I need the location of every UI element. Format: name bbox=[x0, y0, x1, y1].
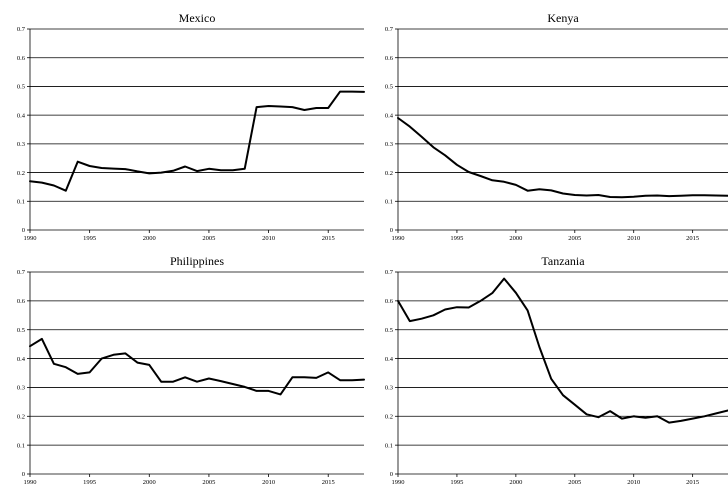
x-tick-label: 1990 bbox=[24, 479, 37, 486]
series-line-kenya bbox=[397, 117, 728, 199]
x-tick-label: 2010 bbox=[262, 235, 275, 242]
y-tick-label: 0.3 bbox=[17, 141, 25, 148]
panel-title: Philippines bbox=[170, 254, 224, 268]
x-tick-label: 2010 bbox=[262, 479, 275, 486]
y-tick-label: 0.2 bbox=[385, 413, 393, 420]
x-tick-label: 2000 bbox=[509, 235, 522, 242]
x-tick-label: 1990 bbox=[392, 479, 405, 486]
x-tick-label: 2015 bbox=[322, 235, 335, 242]
series-line-mexico bbox=[29, 90, 365, 192]
y-tick-label: 0.4 bbox=[17, 112, 26, 119]
x-tick-label: 1995 bbox=[450, 479, 463, 486]
y-tick-label: 0.5 bbox=[17, 327, 25, 334]
series-line-philippines bbox=[29, 337, 365, 396]
x-tick-label: 2005 bbox=[202, 479, 215, 486]
y-tick-label: 0.5 bbox=[17, 84, 25, 91]
y-tick-label: 0.1 bbox=[17, 198, 25, 205]
y-tick-label: 0.3 bbox=[385, 385, 393, 392]
y-tick-label: 0.6 bbox=[385, 298, 394, 305]
y-tick-label: 0 bbox=[22, 227, 25, 234]
y-tick-label: 0.7 bbox=[17, 26, 26, 33]
panel-philippines: Philippines 0 0.1 0.2 0.3 0.4 0.5 0.6 0.7 1990 199… bbox=[17, 254, 365, 486]
y-tick-label: 0.3 bbox=[385, 141, 393, 148]
y-tick-label: 0.4 bbox=[385, 112, 394, 119]
y-tick-label: 0.5 bbox=[385, 327, 393, 334]
x-tick-label: 2000 bbox=[143, 479, 156, 486]
x-tick-label: 2010 bbox=[627, 235, 640, 242]
y-tick-label: 0.1 bbox=[17, 442, 25, 449]
y-tick-label: 0.4 bbox=[17, 356, 26, 363]
series-line-tanzania bbox=[397, 277, 728, 424]
y-tick-label: 0.1 bbox=[385, 198, 393, 205]
y-tick-label: 0.6 bbox=[17, 55, 26, 62]
x-tick-label: 2005 bbox=[202, 235, 215, 242]
x-tick-label: 2000 bbox=[509, 479, 522, 486]
y-tick-label: 0.7 bbox=[385, 26, 394, 33]
y-tick-label: 0.7 bbox=[17, 269, 26, 276]
y-tick-label: 0.2 bbox=[385, 170, 393, 177]
x-tick-label: 2015 bbox=[686, 235, 699, 242]
x-tick-label: 2000 bbox=[143, 235, 156, 242]
x-tick-label: 2005 bbox=[568, 235, 581, 242]
x-tick-label: 2010 bbox=[627, 479, 640, 486]
panel-kenya: Kenya 0 0.1 0.2 0.3 0.4 0.5 0.6 0.7 1990 1995 2000 2… bbox=[385, 11, 728, 242]
y-tick-label: 0.2 bbox=[17, 170, 25, 177]
y-tick-label: 0.6 bbox=[17, 298, 26, 305]
x-tick-label: 2015 bbox=[322, 479, 335, 486]
panel-mexico: Mexico 0 0.1 0.2 0.3 0.4 0.5 0.6 0.7 1990 1995 2000… bbox=[17, 11, 365, 242]
x-tick-label: 1990 bbox=[24, 235, 37, 242]
y-tick-label: 0.3 bbox=[17, 385, 25, 392]
y-tick-label: 0 bbox=[390, 471, 393, 478]
x-tick-label: 1995 bbox=[83, 235, 96, 242]
x-tick-label: 1990 bbox=[392, 235, 405, 242]
x-tick-label: 1995 bbox=[450, 235, 463, 242]
y-tick-label: 0.6 bbox=[385, 55, 394, 62]
x-tick-label: 2005 bbox=[568, 479, 581, 486]
y-tick-label: 0 bbox=[22, 471, 25, 478]
x-tick-label: 2015 bbox=[686, 479, 699, 486]
y-tick-label: 0.4 bbox=[385, 356, 394, 363]
y-tick-label: 0.1 bbox=[385, 442, 393, 449]
panel-title: Tanzania bbox=[541, 254, 585, 268]
x-tick-label: 1995 bbox=[83, 479, 96, 486]
panel-tanzania: Tanzania 0 0.1 0.2 0.3 0.4 0.5 0.6 0.7 1990 1995 20… bbox=[385, 254, 728, 486]
y-tick-label: 0 bbox=[390, 227, 393, 234]
y-tick-label: 0.2 bbox=[17, 413, 25, 420]
panel-title: Kenya bbox=[547, 11, 579, 25]
y-tick-label: 0.5 bbox=[385, 84, 393, 91]
y-tick-label: 0.7 bbox=[385, 269, 394, 276]
panel-title: Mexico bbox=[179, 11, 216, 25]
